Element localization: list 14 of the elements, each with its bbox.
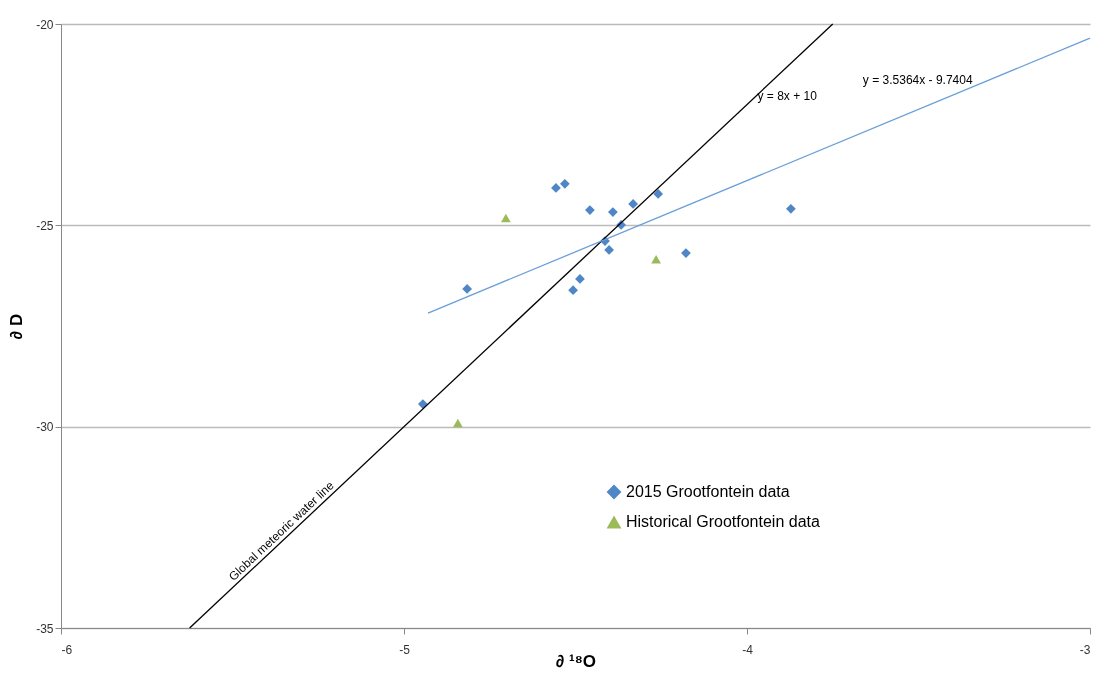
- x-tick-label: -3: [1079, 642, 1091, 657]
- x-tick-label: -4: [742, 642, 754, 657]
- y-tick-label: -20: [36, 17, 54, 32]
- x-axis-title: ∂ ¹⁸O: [555, 651, 597, 671]
- legend-label: 2015 Grootfontein data: [626, 483, 790, 500]
- y-tick-label: -35: [36, 621, 54, 636]
- y-tick-label: -25: [36, 218, 54, 233]
- annotation: y = 8x + 10: [757, 88, 818, 103]
- legend-label: Historical Grootfontein data: [626, 513, 820, 530]
- x-tick-label: -6: [61, 642, 73, 657]
- y-tick-label: -30: [36, 420, 54, 435]
- y-axis-title: ∂ D: [7, 313, 27, 340]
- annotation: y = 3.5364x - 9.7404: [862, 73, 973, 88]
- x-tick-label: -5: [399, 642, 411, 657]
